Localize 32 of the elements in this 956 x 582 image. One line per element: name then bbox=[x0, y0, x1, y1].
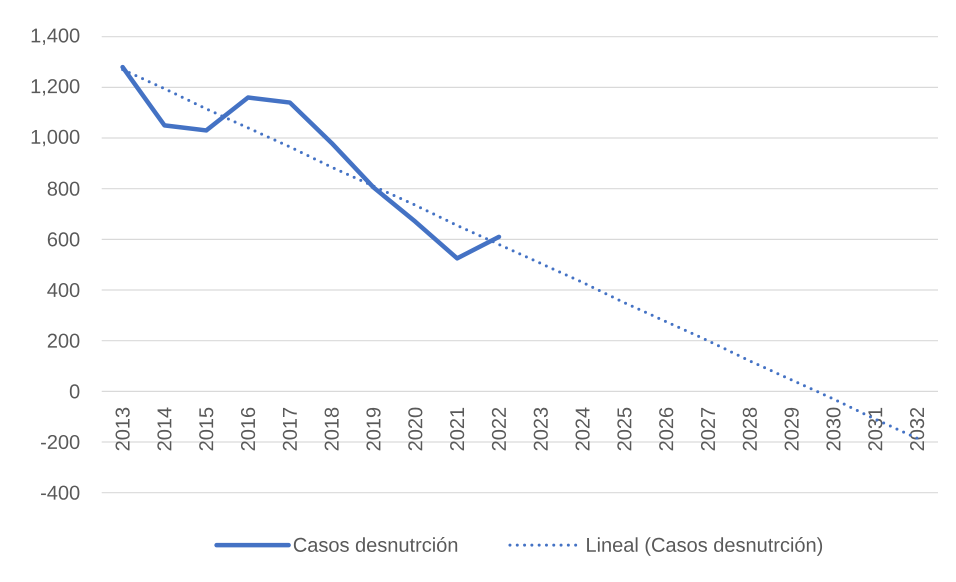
x-tick-label: 2031 bbox=[868, 408, 882, 450]
y-tick-label: 400 bbox=[47, 282, 80, 298]
x-tick-label: 2032 bbox=[910, 408, 924, 450]
x-tick-label: 2015 bbox=[199, 408, 214, 450]
x-tick-label: 2016 bbox=[240, 408, 256, 450]
y-tick-label: -200 bbox=[41, 434, 80, 450]
x-tick-label: 2014 bbox=[157, 407, 172, 450]
y-tick-label: 1,200 bbox=[32, 79, 80, 96]
x-tick-label: 2030 bbox=[826, 408, 841, 450]
y-tick-label: 800 bbox=[48, 182, 80, 196]
x-tick-label: 2029 bbox=[784, 408, 799, 450]
x-tick-label: 2017 bbox=[282, 408, 297, 450]
x-tick-label: 2028 bbox=[742, 408, 757, 450]
y-tick-label: 1,400 bbox=[32, 28, 80, 45]
x-tick-label: 2024 bbox=[575, 407, 590, 450]
y-tick-label: 600 bbox=[48, 232, 80, 246]
x-tick-label: 2020 bbox=[408, 408, 422, 450]
legend-label: Casos desnutrción bbox=[294, 537, 458, 552]
x-tick-label: 2025 bbox=[617, 408, 632, 450]
x-tick-label: 2023 bbox=[534, 408, 548, 450]
y-tick-label: 0 bbox=[70, 384, 80, 398]
x-tick-label: 2013 bbox=[116, 408, 130, 450]
legend-label: Lineal (Casos desnutrción) bbox=[587, 537, 822, 556]
x-tick-label: 2021 bbox=[450, 408, 464, 450]
y-tick-label: 200 bbox=[48, 334, 80, 348]
x-tick-label: 2018 bbox=[324, 408, 339, 450]
y-tick-label: 1,000 bbox=[32, 130, 80, 146]
x-tick-label: 2026 bbox=[659, 408, 674, 450]
x-tick-label: 2019 bbox=[366, 408, 381, 450]
y-tick-label: -400 bbox=[41, 486, 80, 500]
x-tick-label: 2027 bbox=[700, 408, 716, 450]
x-tick-label: 2022 bbox=[492, 408, 506, 450]
